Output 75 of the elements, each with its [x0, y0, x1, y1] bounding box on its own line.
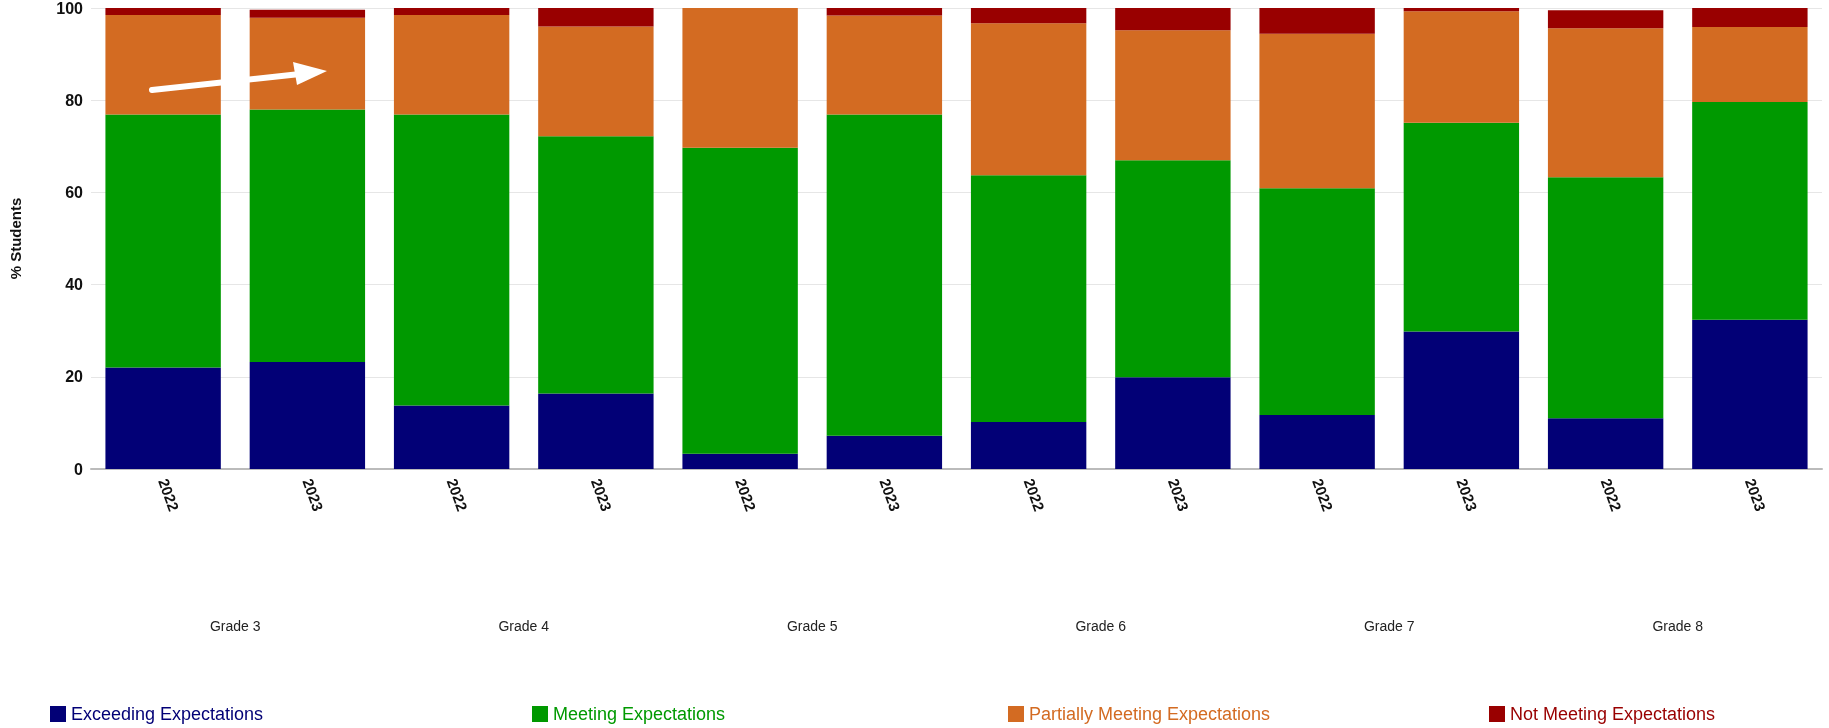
bar: [682, 147, 798, 454]
bar: [1403, 11, 1520, 123]
bar: [1692, 102, 1808, 320]
y-tick-label: 80: [65, 91, 84, 109]
y-axis-title: % Students: [7, 197, 24, 280]
x-tick-label: 2022: [1020, 476, 1049, 514]
bar: [393, 14, 510, 115]
bar: [538, 8, 654, 27]
y-tick-label: 20: [65, 368, 84, 386]
bar: [826, 435, 943, 469]
text: Grade 4: [498, 618, 550, 634]
bar: [1115, 377, 1231, 469]
bar: [970, 175, 1087, 422]
bar: [105, 114, 221, 368]
bar: [538, 136, 654, 394]
bar: [1403, 8, 1520, 12]
legend-label: Partially Meeting Expectations: [1029, 704, 1271, 724]
bar: [1403, 122, 1520, 332]
bar: [1692, 8, 1808, 27]
bar: [1115, 8, 1231, 31]
bar: [682, 8, 798, 148]
bar: [970, 8, 1087, 24]
bar: [970, 421, 1087, 469]
bar: [538, 26, 654, 137]
bar: [538, 393, 654, 469]
x-tick-label: 2022: [732, 476, 760, 514]
bar: [826, 15, 943, 115]
bar: [393, 114, 510, 406]
legend-label: Not Meeting Expectations: [1510, 704, 1716, 724]
x-tick-label: 2022: [443, 476, 472, 514]
bar: [1259, 188, 1375, 416]
bar: [249, 362, 366, 469]
x-tick-label: 2022: [1309, 476, 1337, 514]
text: Grade 8: [1652, 618, 1704, 634]
bar: [1547, 28, 1664, 178]
x-tick-label: 2022: [155, 476, 183, 514]
text: Grade 3: [209, 618, 261, 634]
x-tick-label: 2023: [876, 476, 904, 514]
y-tick-label: 40: [65, 276, 84, 294]
bar: [1692, 26, 1808, 103]
bar: [1547, 418, 1664, 469]
legend-label: Exceeding Expectations: [71, 704, 264, 724]
text: Grade 7: [1363, 618, 1415, 634]
bar: [1547, 177, 1664, 419]
bar: [826, 8, 943, 16]
bar: [1547, 10, 1664, 29]
x-tick-label: 2023: [1741, 476, 1770, 514]
bar: [249, 9, 366, 18]
bar: [682, 453, 798, 469]
bar: [393, 405, 510, 469]
x-tick-label: 2023: [1453, 476, 1481, 514]
bar: [1115, 30, 1231, 161]
bar: [970, 23, 1087, 176]
bar: [105, 367, 221, 469]
bar: [826, 114, 943, 436]
bar: [1115, 160, 1231, 378]
text: Grade 6: [1075, 618, 1127, 634]
x-tick-label: 2023: [299, 476, 327, 514]
bar: [249, 17, 366, 110]
bar: [105, 8, 221, 15]
bar: [1259, 8, 1375, 34]
bar: [1403, 331, 1520, 469]
bar: [1692, 319, 1808, 469]
y-tick-label: 60: [65, 183, 84, 201]
x-tick-label: 2023: [587, 476, 616, 514]
x-tick-label: 2023: [1164, 476, 1193, 514]
bar: [249, 109, 366, 363]
y-tick-label: 0: [74, 460, 84, 478]
bar: [1259, 33, 1375, 189]
bar: [393, 8, 510, 15]
bar: [1259, 415, 1375, 469]
text: Grade 5: [786, 618, 838, 634]
y-tick-label: 100: [56, 0, 84, 17]
legend-label: Meeting Expectations: [553, 704, 726, 724]
x-tick-label: 2022: [1597, 476, 1626, 514]
